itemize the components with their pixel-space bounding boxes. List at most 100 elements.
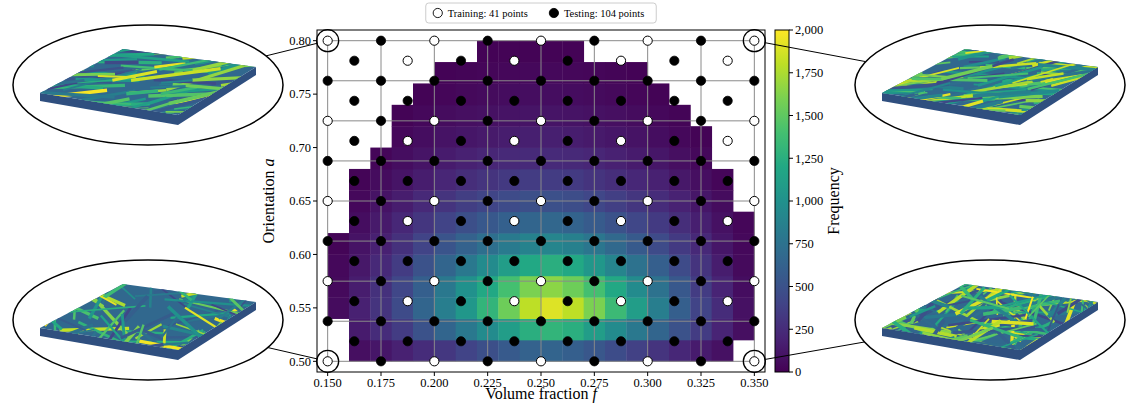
- fibre: [1079, 303, 1109, 327]
- data-point: [750, 156, 759, 165]
- data-point: [403, 337, 412, 346]
- heat-cell: [498, 297, 520, 319]
- data-point: [723, 337, 732, 346]
- data-point: [723, 136, 732, 145]
- heat-cell: [413, 83, 435, 105]
- fibre: [1066, 339, 1079, 353]
- fibre: [888, 95, 942, 102]
- fibre: [158, 279, 205, 293]
- heat-cell: [626, 212, 648, 234]
- legend-label: Training: 41 points: [448, 8, 528, 19]
- fibre: [1057, 338, 1120, 345]
- heat-cell: [712, 212, 734, 234]
- data-point: [483, 36, 492, 45]
- fibre: [198, 104, 244, 106]
- fibre: [214, 90, 290, 98]
- fibre: [1052, 95, 1127, 102]
- fibre: [190, 323, 221, 360]
- fibre: [935, 98, 982, 103]
- fibre: [876, 99, 904, 106]
- fibre: [1002, 273, 1024, 291]
- heat-cell: [733, 254, 755, 276]
- data-point: [376, 196, 385, 205]
- fibre: [125, 296, 148, 321]
- axes: 0.1500.1750.2000.2250.2500.2750.3000.325…: [289, 34, 768, 390]
- data-point: [696, 357, 705, 366]
- heat-cell: [648, 126, 670, 148]
- data-point: [350, 176, 359, 185]
- data-point: [590, 156, 599, 165]
- fibre: [56, 102, 83, 109]
- grid: [328, 41, 755, 362]
- legend: Training: 41 pointsTesting: 104 points: [426, 3, 656, 23]
- data-point: [670, 216, 679, 225]
- data-point: [350, 96, 359, 105]
- points: [323, 36, 759, 366]
- y-tick-label: 0.70: [289, 141, 311, 155]
- heat-cell: [349, 169, 371, 191]
- fibre: [98, 62, 162, 63]
- fibre: [41, 291, 99, 318]
- heat-cell: [669, 169, 691, 191]
- y-tick-label: 0.55: [289, 301, 311, 315]
- fibre: [871, 71, 936, 75]
- data-point: [456, 337, 465, 346]
- fibre: [176, 324, 244, 348]
- heat-cell: [541, 254, 563, 276]
- heat-cell: [712, 276, 734, 298]
- heat-cell: [712, 297, 734, 319]
- highlights: [317, 30, 766, 373]
- fibre: [890, 45, 969, 52]
- heat-cell: [413, 126, 435, 148]
- fibre: [1059, 335, 1122, 356]
- legend-marker: [433, 8, 442, 17]
- fibre: [53, 299, 56, 335]
- fibre: [866, 301, 904, 322]
- heat-cell: [605, 105, 627, 127]
- colorbar-tick: [789, 243, 793, 244]
- fibre: [225, 46, 279, 53]
- fibre: [1018, 283, 1057, 289]
- fibre: [1054, 89, 1100, 95]
- heat-cell: [733, 212, 755, 234]
- fibre: [965, 43, 1053, 54]
- fibre: [168, 307, 207, 343]
- heat-cell: [648, 212, 670, 234]
- x-axis-title: Volume fraction f: [485, 385, 599, 403]
- heat-cell: [541, 169, 563, 191]
- data-point: [350, 337, 359, 346]
- data-point: [590, 116, 599, 125]
- data-point: [430, 116, 439, 125]
- fibre: [27, 306, 69, 308]
- colorbar-tick: [789, 286, 793, 287]
- fibre: [970, 320, 1022, 338]
- data-point: [643, 357, 652, 366]
- heat-cell: [562, 105, 584, 127]
- heat-cell: [498, 105, 520, 127]
- y-axis-title: Orientation a: [260, 159, 277, 244]
- fibre: [208, 89, 256, 97]
- fibre: [207, 47, 239, 49]
- heat-cell: [456, 276, 478, 298]
- fibre: [38, 336, 89, 348]
- heat-cell: [456, 297, 478, 319]
- heat-cell: [648, 169, 670, 191]
- fibre: [49, 346, 110, 349]
- heat-cell: [392, 254, 414, 276]
- fibre: [202, 98, 257, 113]
- heat-cell: [626, 297, 648, 319]
- data-point: [430, 236, 439, 245]
- data-point: [616, 337, 625, 346]
- fibre: [936, 60, 1013, 84]
- fibre: [1022, 108, 1104, 109]
- fibre: [1034, 95, 1117, 102]
- fibre: [1052, 91, 1120, 111]
- y-tick: [313, 307, 317, 308]
- fibre: [924, 95, 1004, 120]
- fibre: [1019, 106, 1104, 114]
- data-point: [323, 277, 332, 286]
- heat-cell: [498, 83, 520, 105]
- heat-cell: [434, 254, 456, 276]
- data-point: [483, 236, 492, 245]
- heat-cell: [562, 233, 584, 255]
